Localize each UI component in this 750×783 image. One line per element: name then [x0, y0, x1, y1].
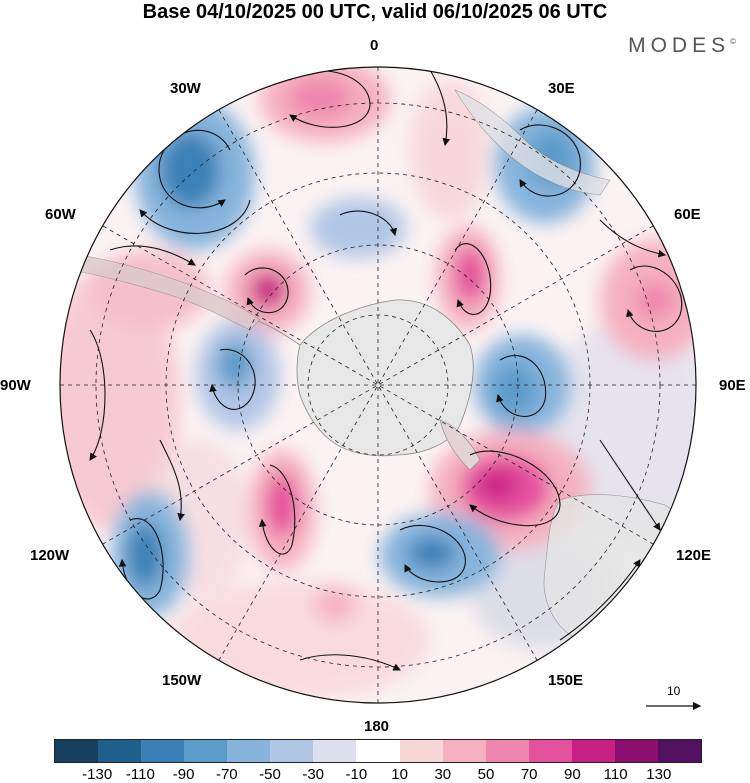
- colorbar-tick-label: -30: [302, 766, 325, 783]
- colorbar-swatch: [528, 740, 572, 762]
- lon-label-30w: 30W: [170, 80, 201, 97]
- anomaly-field: [60, 67, 696, 703]
- lon-label-150w: 150W: [162, 672, 202, 689]
- lon-label-60w: 60W: [45, 206, 76, 223]
- meridians: [60, 67, 696, 703]
- colorbar-tick-label: -90: [172, 766, 195, 783]
- lon-label-90e: 90E: [719, 377, 746, 394]
- colorbar-tick-label: 70: [520, 766, 538, 783]
- colorbar-swatch: [657, 740, 701, 762]
- colorbar-swatch: [98, 740, 142, 762]
- colorbar-swatch: [571, 740, 615, 762]
- colorbar-swatch: [184, 740, 228, 762]
- map-title: Base 04/10/2025 00 UTC, valid 06/10/2025…: [142, 1, 608, 23]
- colorbar-tick-label: 50: [477, 766, 495, 783]
- colorbar-swatch: [614, 740, 658, 762]
- reference-vector-label: 10: [667, 684, 681, 698]
- colorbar-tick-label: -130: [82, 766, 113, 783]
- colorbar-tick-label: 130: [646, 766, 672, 783]
- lon-label-0: 0: [370, 37, 379, 54]
- colorbar-tick-label: -10: [345, 766, 368, 783]
- lon-label-150e: 150E: [548, 672, 584, 689]
- colorbar-tick-label: 90: [564, 766, 581, 783]
- lon-label-60e: 60E: [674, 206, 701, 223]
- lon-label-120e: 120E: [676, 547, 712, 564]
- colorbar-swatch: [227, 740, 271, 762]
- streamlines: [89, 69, 683, 671]
- colorbar-swatch: [270, 740, 314, 762]
- lon-label-120w: 120W: [30, 547, 70, 564]
- colorbar-swatch: [485, 740, 529, 762]
- colorbar-swatch: [313, 740, 357, 762]
- colorbar-tick-label: 30: [434, 766, 452, 783]
- colorbar-swatch: [442, 740, 486, 762]
- map-border: [59, 66, 697, 704]
- colorbar-tick-label: 10: [391, 766, 408, 783]
- colorbar: [54, 739, 702, 763]
- lon-label-90w: 90W: [0, 377, 31, 394]
- lon-label-180: 180: [364, 718, 390, 735]
- colorbar-swatch: [55, 740, 99, 762]
- colorbar-tick-label: 110: [603, 766, 628, 783]
- brand-logo: MODES©: [628, 34, 736, 57]
- colorbar-tick-label: -50: [259, 766, 281, 783]
- colorbar-swatch: [399, 740, 443, 762]
- colorbar-tick-label: -110: [125, 766, 155, 783]
- colorbar-swatch: [356, 740, 400, 762]
- colorbar-swatch: [141, 740, 185, 762]
- lon-label-30e: 30E: [548, 80, 575, 97]
- colorbar-tick-label: -70: [215, 766, 238, 783]
